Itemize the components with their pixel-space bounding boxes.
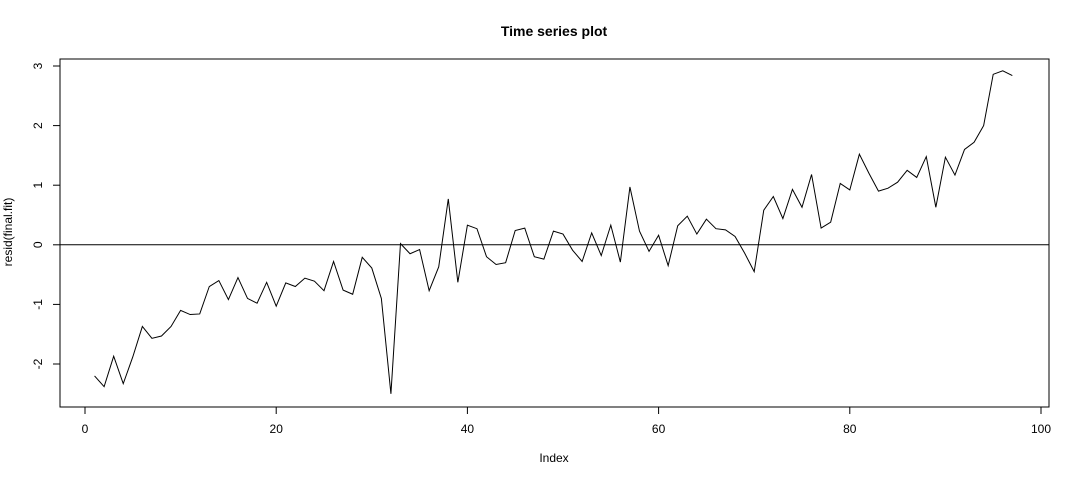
x-axis: 0 20 40 60 80 100 [82,406,1051,436]
y-tick-label: -1 [31,299,45,310]
y-tick-label: 1 [31,182,45,189]
x-tick-label: 80 [843,422,857,436]
series-line [94,70,1013,394]
x-tick-label: 60 [652,422,666,436]
x-tick-label: 0 [82,422,89,436]
x-axis-label: Index [539,451,568,465]
y-tick-label: 3 [31,62,45,69]
x-tick-label: 40 [461,422,475,436]
x-tick-label: 20 [270,422,284,436]
y-tick-label: 2 [31,122,45,129]
y-tick-label: 0 [31,241,45,248]
y-tick-label: -2 [31,358,45,369]
y-axis: -2 -1 0 1 2 3 [31,62,61,369]
y-axis-label: resid(final.fit) [1,198,15,267]
chart-title: Time series plot [501,23,608,39]
plot-area-frame [59,58,1050,408]
x-tick-label: 100 [1031,422,1051,436]
